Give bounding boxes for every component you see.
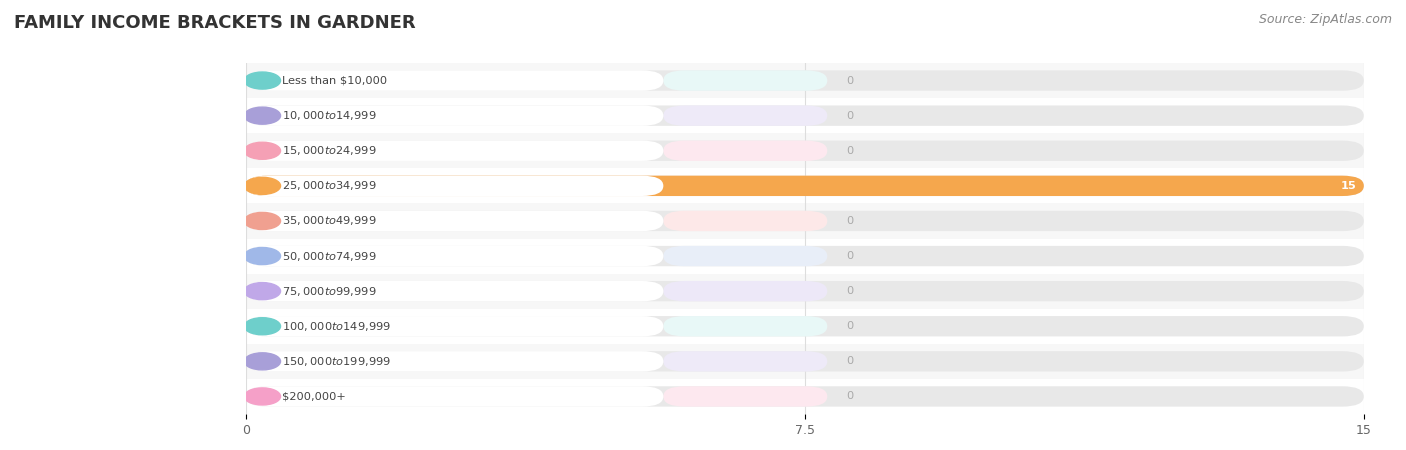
Circle shape: [245, 212, 281, 230]
FancyBboxPatch shape: [246, 386, 1364, 407]
FancyBboxPatch shape: [246, 105, 664, 126]
Text: 0: 0: [846, 392, 853, 401]
FancyBboxPatch shape: [246, 211, 664, 231]
Text: 0: 0: [846, 356, 853, 366]
FancyBboxPatch shape: [664, 351, 827, 372]
Bar: [246, 344, 1364, 379]
FancyBboxPatch shape: [246, 386, 664, 407]
Bar: [246, 309, 1364, 344]
FancyBboxPatch shape: [664, 246, 827, 266]
FancyBboxPatch shape: [246, 211, 1364, 231]
FancyBboxPatch shape: [664, 105, 827, 126]
Text: $75,000 to $99,999: $75,000 to $99,999: [283, 285, 377, 297]
Text: $100,000 to $149,999: $100,000 to $149,999: [283, 320, 391, 333]
FancyBboxPatch shape: [246, 246, 1364, 266]
Bar: [246, 274, 1364, 309]
Circle shape: [245, 318, 281, 335]
Circle shape: [245, 353, 281, 370]
FancyBboxPatch shape: [246, 281, 1364, 302]
Text: Less than $10,000: Less than $10,000: [283, 76, 388, 86]
FancyBboxPatch shape: [664, 386, 827, 407]
FancyBboxPatch shape: [246, 316, 1364, 337]
Text: $35,000 to $49,999: $35,000 to $49,999: [283, 215, 377, 227]
Circle shape: [245, 142, 281, 159]
Text: 0: 0: [846, 76, 853, 86]
Text: $150,000 to $199,999: $150,000 to $199,999: [283, 355, 391, 368]
Circle shape: [245, 283, 281, 300]
FancyBboxPatch shape: [246, 105, 1364, 126]
Text: FAMILY INCOME BRACKETS IN GARDNER: FAMILY INCOME BRACKETS IN GARDNER: [14, 14, 416, 32]
FancyBboxPatch shape: [246, 351, 664, 372]
Text: $200,000+: $200,000+: [283, 392, 346, 401]
Text: 15: 15: [1340, 181, 1357, 191]
Circle shape: [245, 177, 281, 194]
FancyBboxPatch shape: [664, 211, 827, 231]
FancyBboxPatch shape: [246, 351, 1364, 372]
Text: $10,000 to $14,999: $10,000 to $14,999: [283, 109, 377, 122]
FancyBboxPatch shape: [664, 70, 827, 91]
Circle shape: [245, 248, 281, 265]
Text: 0: 0: [846, 321, 853, 331]
Text: $15,000 to $24,999: $15,000 to $24,999: [283, 144, 377, 157]
FancyBboxPatch shape: [246, 70, 664, 91]
Text: 0: 0: [846, 286, 853, 296]
Text: $25,000 to $34,999: $25,000 to $34,999: [283, 180, 377, 192]
Bar: [246, 238, 1364, 274]
FancyBboxPatch shape: [246, 246, 664, 266]
FancyBboxPatch shape: [664, 281, 827, 302]
Circle shape: [245, 107, 281, 124]
FancyBboxPatch shape: [664, 140, 827, 161]
FancyBboxPatch shape: [246, 140, 1364, 161]
Text: 0: 0: [846, 146, 853, 156]
Bar: [246, 168, 1364, 203]
Bar: [246, 63, 1364, 98]
FancyBboxPatch shape: [246, 70, 1364, 91]
Text: 0: 0: [846, 111, 853, 121]
FancyBboxPatch shape: [246, 316, 664, 337]
FancyBboxPatch shape: [664, 316, 827, 337]
Circle shape: [245, 72, 281, 89]
FancyBboxPatch shape: [246, 140, 664, 161]
Text: $50,000 to $74,999: $50,000 to $74,999: [283, 250, 377, 262]
FancyBboxPatch shape: [246, 281, 664, 302]
Bar: [246, 203, 1364, 238]
Bar: [246, 133, 1364, 168]
FancyBboxPatch shape: [246, 176, 664, 196]
Text: 0: 0: [846, 251, 853, 261]
Bar: [246, 98, 1364, 133]
Text: 0: 0: [846, 216, 853, 226]
Bar: [246, 379, 1364, 414]
FancyBboxPatch shape: [246, 176, 1364, 196]
FancyBboxPatch shape: [246, 176, 1364, 196]
Circle shape: [245, 388, 281, 405]
Text: Source: ZipAtlas.com: Source: ZipAtlas.com: [1258, 14, 1392, 27]
